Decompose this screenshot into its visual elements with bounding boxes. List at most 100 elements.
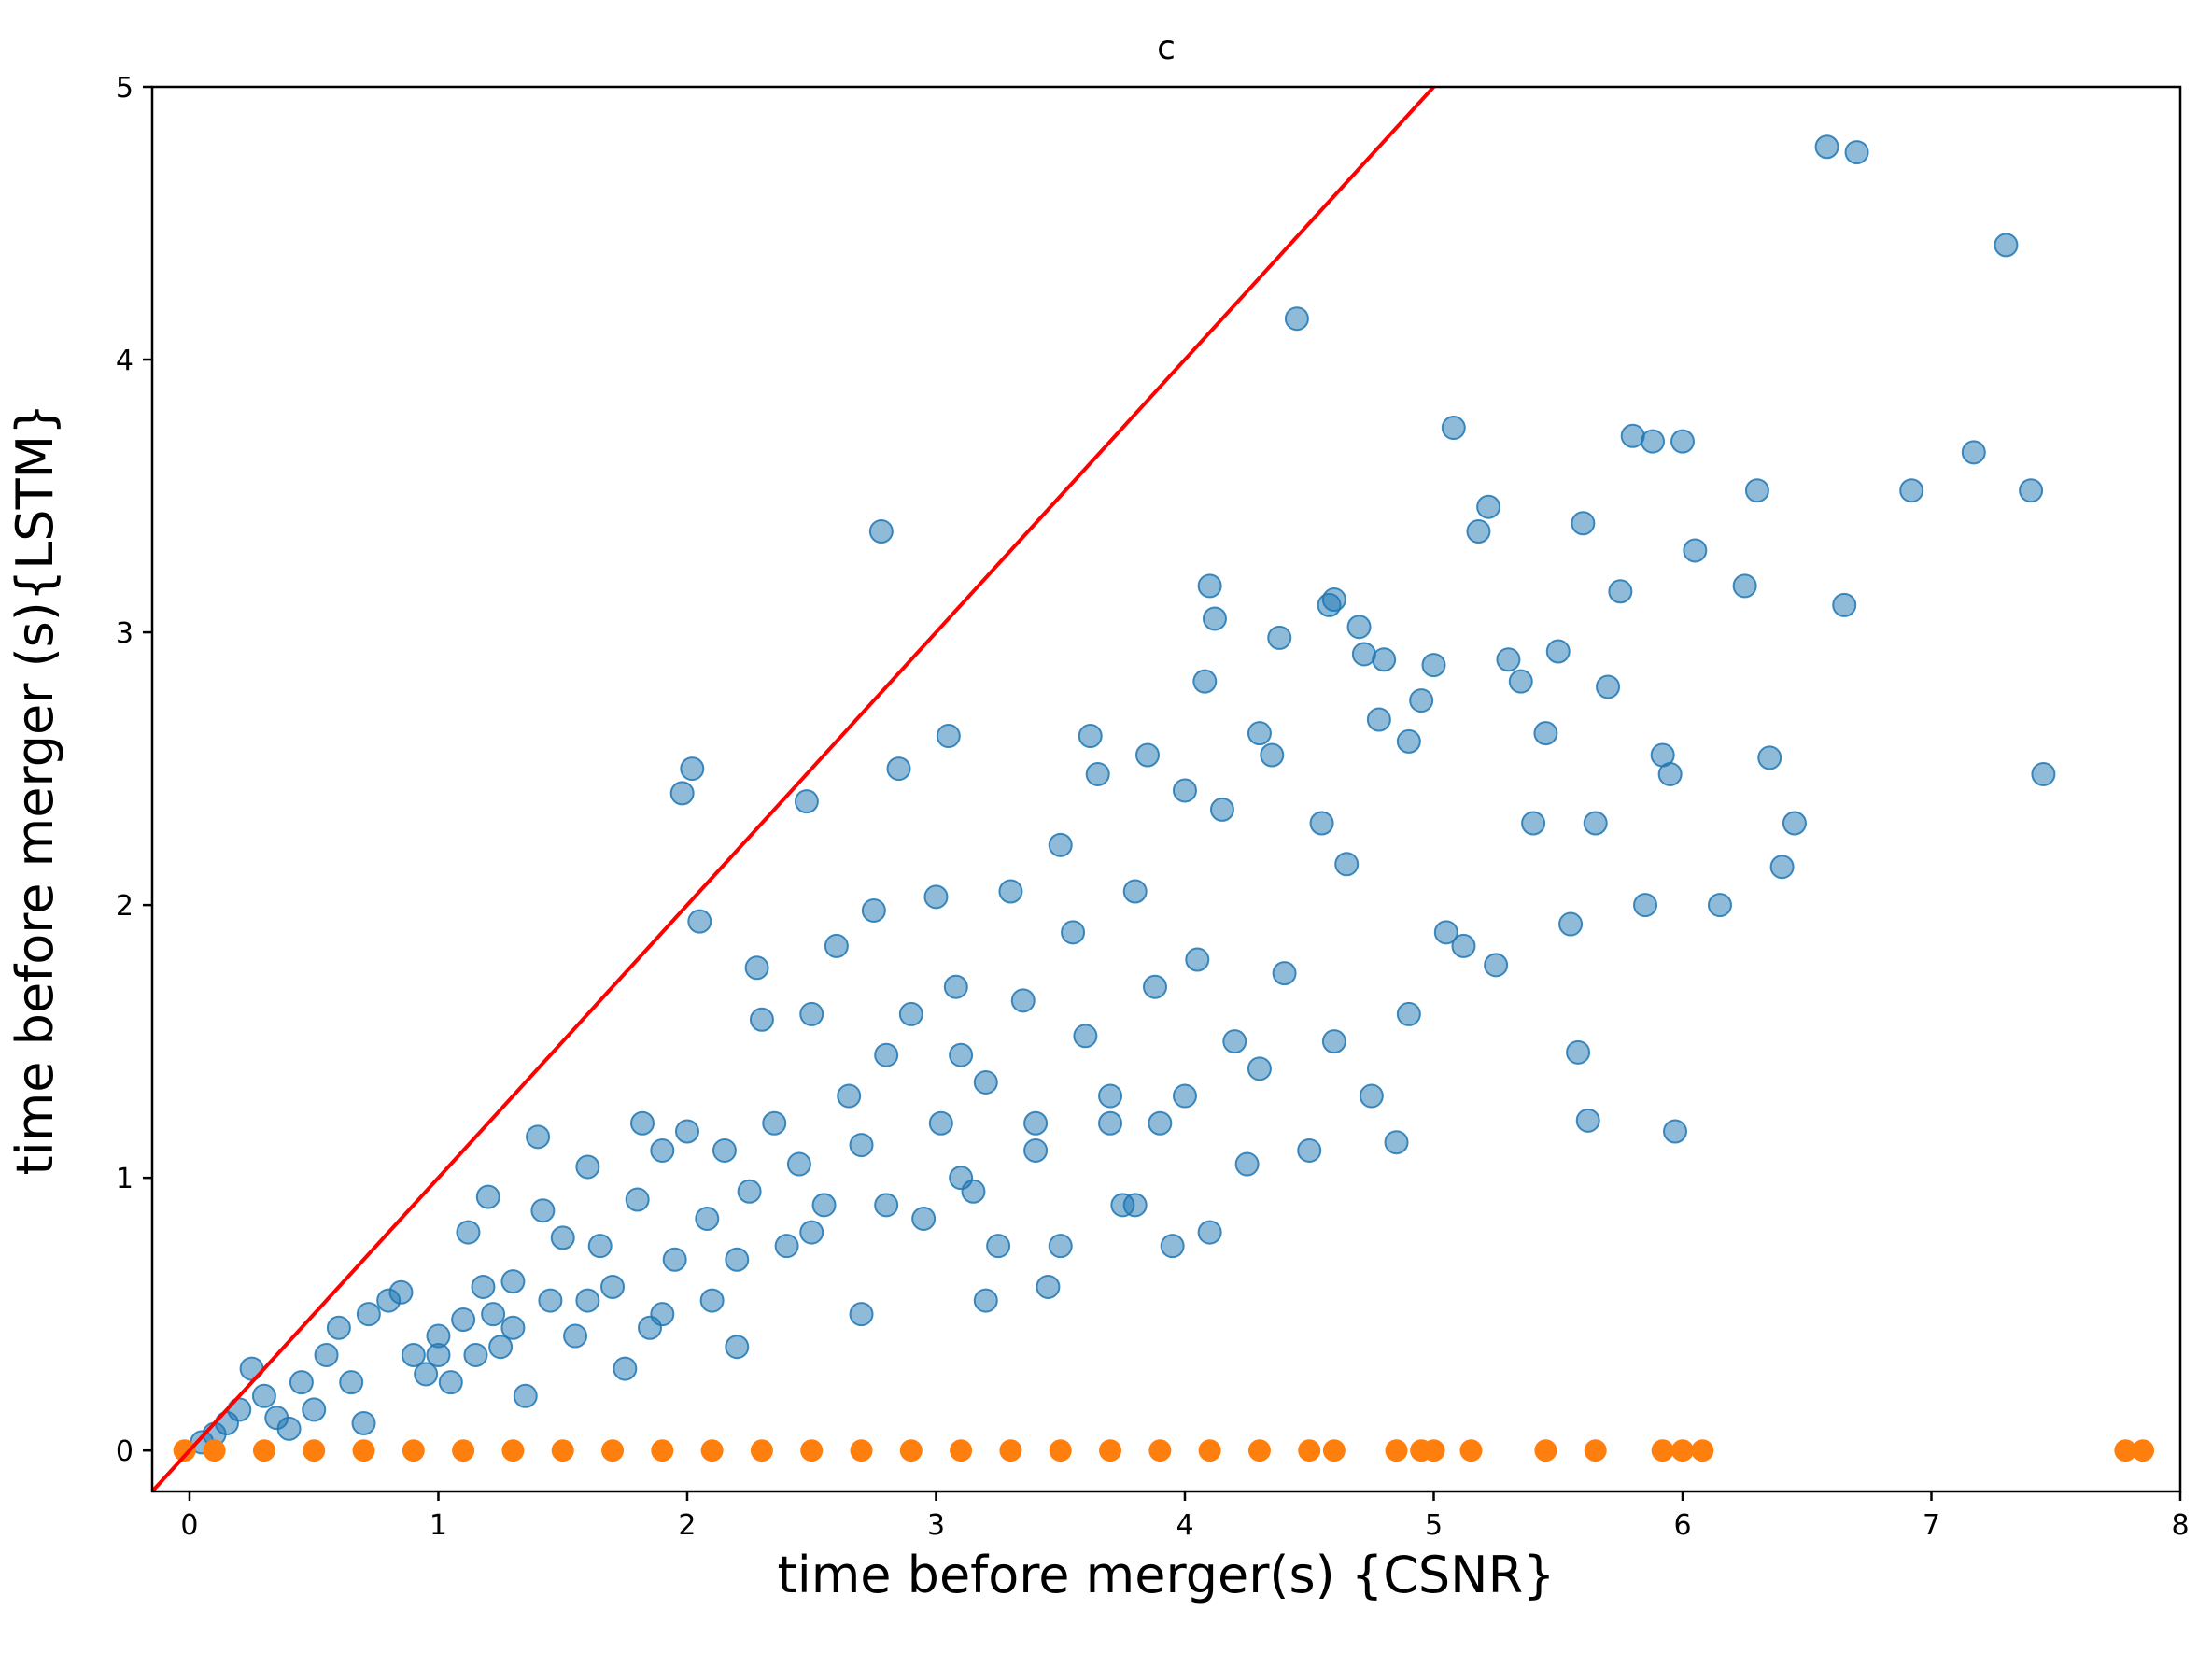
data-point: [973, 1288, 998, 1313]
data-point: [251, 1383, 276, 1408]
data-point: [1545, 639, 1571, 664]
data-point: [1670, 429, 1695, 454]
data-point: [1061, 920, 1086, 945]
data-point: [837, 1083, 862, 1109]
data-point: [456, 1220, 481, 1245]
data-point: [1620, 423, 1645, 448]
data-point: [1222, 1029, 1247, 1054]
ticks-layer: 0 1 2 3 4 5 6 7 8 0 1 2 3 4 5: [116, 72, 2190, 1542]
data-point: [1172, 778, 1197, 803]
data-point: [1247, 1056, 1272, 1081]
data-point: [2132, 1439, 2155, 1462]
data-point: [481, 1302, 506, 1327]
data-point: [173, 1439, 196, 1462]
data-point: [800, 1439, 824, 1462]
y-tick-label: 2: [116, 890, 134, 923]
data-point: [1496, 647, 1521, 672]
data-point: [451, 1307, 476, 1333]
data-point: [1409, 688, 1434, 713]
data-point: [303, 1439, 326, 1462]
data-point: [1558, 911, 1584, 937]
data-point: [351, 1410, 376, 1435]
y-tick-label: 1: [116, 1163, 134, 1195]
data-point: [452, 1439, 475, 1462]
data-point: [868, 519, 894, 544]
data-point: [1359, 1083, 1384, 1109]
data-point: [936, 724, 961, 749]
data-point: [1732, 573, 1757, 599]
data-point: [1160, 1234, 1185, 1259]
data-point: [1422, 1439, 1445, 1462]
data-point: [1657, 761, 1683, 786]
data-point: [1571, 511, 1596, 536]
data-point: [1384, 1130, 1409, 1155]
data-point: [1691, 1439, 1714, 1462]
data-point: [1351, 642, 1376, 667]
data-point: [1192, 669, 1218, 694]
data-point: [1994, 233, 2019, 258]
data-point: [1085, 761, 1110, 786]
data-point: [463, 1342, 488, 1367]
data-point: [2114, 1439, 2137, 1462]
data-point: [786, 1151, 811, 1177]
data-point: [1534, 1439, 1557, 1462]
data-point: [1441, 416, 1466, 441]
data-point: [824, 933, 849, 958]
data-point: [850, 1439, 873, 1462]
x-tick-label: 8: [2171, 1509, 2189, 1542]
data-point: [744, 955, 769, 981]
plot-frame: [150, 85, 2182, 1493]
y-axis-title: time before merger (s){LSTM}: [6, 403, 64, 1176]
data-point: [1298, 1439, 1321, 1462]
data-point: [674, 1119, 699, 1144]
data-point: [1662, 1119, 1687, 1144]
data-point: [1073, 1024, 1098, 1049]
data-point: [700, 1439, 724, 1462]
reference-line: [150, 85, 1435, 1493]
data-point: [1961, 440, 1986, 465]
data-point: [1260, 742, 1285, 768]
data-point: [1484, 953, 1509, 978]
data-point: [669, 781, 695, 806]
data-point: [388, 1279, 414, 1305]
data-point: [849, 1302, 874, 1327]
data-point: [1197, 573, 1222, 599]
data-point: [239, 1356, 264, 1381]
data-point: [1309, 811, 1334, 836]
data-point: [426, 1342, 451, 1367]
data-point: [1533, 721, 1558, 746]
points-layer: [173, 134, 2155, 1462]
data-point: [501, 1439, 525, 1462]
data-point: [601, 1439, 625, 1462]
data-point: [1023, 1110, 1049, 1136]
data-point: [1583, 811, 1608, 836]
data-point: [1322, 1439, 1346, 1462]
data-point: [471, 1274, 496, 1299]
data-point: [252, 1439, 275, 1462]
x-tick-label: 5: [1425, 1509, 1443, 1542]
data-point: [600, 1274, 626, 1299]
data-point: [1078, 724, 1103, 749]
data-point: [1596, 674, 1621, 699]
data-point: [1814, 134, 1839, 160]
data-point: [1321, 1029, 1346, 1054]
data-point: [650, 1302, 675, 1327]
data-point: [1899, 478, 1924, 503]
data-point: [749, 1007, 774, 1032]
data-point: [1683, 538, 1708, 563]
data-point: [414, 1362, 439, 1387]
data-point: [1508, 669, 1533, 694]
data-point: [725, 1335, 750, 1360]
y-tick-label: 0: [116, 1435, 134, 1468]
data-point: [613, 1356, 638, 1381]
y-tick-label: 4: [116, 345, 134, 377]
data-point: [1744, 478, 1769, 503]
data-point: [1010, 988, 1036, 1013]
data-point: [1608, 579, 1633, 604]
data-point: [2019, 478, 2044, 503]
data-point: [1297, 1137, 1322, 1163]
data-point: [538, 1288, 563, 1313]
x-tick-label: 0: [180, 1509, 198, 1542]
data-point: [1197, 1220, 1222, 1245]
